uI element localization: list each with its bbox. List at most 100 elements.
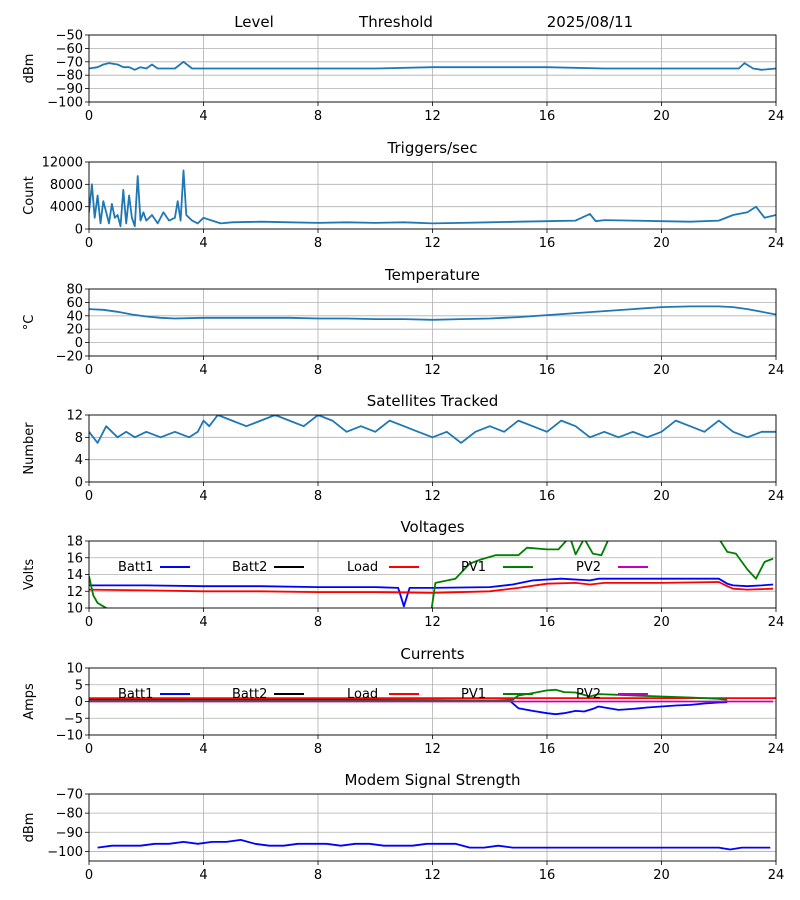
x-tick-label: 8	[314, 742, 322, 757]
y-tick-label: 12	[66, 585, 83, 600]
series-group	[89, 169, 776, 228]
series-temperature-line	[89, 305, 776, 321]
x-tick-label: 8	[314, 236, 322, 251]
series-group	[89, 305, 776, 321]
x-tick-label: 8	[314, 868, 322, 883]
x-tick-label: 12	[424, 742, 441, 757]
x-tick-label: 20	[653, 109, 670, 124]
y-tick-label: 40	[66, 309, 83, 324]
x-tick-label: 0	[85, 868, 93, 883]
header-date: 2025/08/11	[547, 13, 633, 31]
chart-triggers: 0 4 8 12 16 20 24 12000 8000 4000 0 Triggers/sec Cou…	[22, 139, 784, 251]
y-axis-label: dBm	[22, 813, 37, 843]
axes-frame	[88, 34, 777, 103]
x-tick-label: 20	[653, 615, 670, 630]
x-tick-label: 0	[85, 109, 93, 124]
y-axis-label: °C	[22, 315, 37, 331]
y-tick-label: −80	[56, 807, 83, 822]
y-tick-label: 18	[66, 535, 83, 550]
y-tick-label: −80	[56, 69, 83, 84]
y-axis-label: Amps	[22, 683, 37, 720]
y-tick-label: 14	[66, 568, 83, 583]
y-tick-label: 60	[66, 296, 83, 311]
series-modem-line	[97, 839, 771, 851]
y-tick-label: 12	[66, 409, 83, 424]
chart-title: Modem Signal Strength	[345, 771, 521, 789]
series-group	[97, 839, 771, 851]
header-threshold: Threshold	[358, 13, 433, 31]
x-tick-label: 20	[653, 742, 670, 757]
x-tick-label: 16	[539, 109, 556, 124]
legend-label-load: Load	[347, 687, 378, 702]
legend-label-batt2: Batt2	[232, 560, 267, 575]
legend-label-batt2: Batt2	[232, 687, 267, 702]
y-tick-label: −5	[64, 712, 83, 727]
axes-frame	[88, 288, 777, 357]
y-tick-label: −70	[56, 788, 83, 803]
y-tick-label: −70	[56, 55, 83, 70]
y-tick-label: 0	[75, 476, 83, 491]
x-tick-label: 4	[199, 615, 207, 630]
x-tick-label: 24	[768, 363, 785, 378]
series-group	[89, 541, 774, 608]
x-tick-label: 24	[768, 489, 785, 504]
x-tick-label: 16	[539, 742, 556, 757]
series-group	[89, 688, 776, 716]
x-tick-label: 12	[424, 236, 441, 251]
series-level-line	[89, 60, 776, 71]
y-tick-label: 10	[66, 602, 83, 617]
x-tick-label: 24	[768, 868, 785, 883]
chart-satellites: 0 4 8 12 16 20 24 12 8 4 0 Satellites Tracked Number	[22, 392, 784, 504]
header-level: Level	[234, 13, 274, 31]
y-axis-label: Volts	[22, 559, 37, 591]
x-tick-label: 8	[314, 615, 322, 630]
x-tick-label: 0	[85, 615, 93, 630]
axes-frame	[88, 667, 777, 736]
series-triggers-line	[89, 169, 776, 228]
chart-title: Currents	[400, 645, 464, 663]
legend-label-pv1: PV1	[461, 560, 486, 575]
series-batt1-line	[89, 577, 774, 608]
axes-frame	[88, 540, 777, 609]
y-tick-label: −10	[56, 729, 83, 744]
x-tick-label: 16	[539, 363, 556, 378]
x-tick-label: 12	[424, 615, 441, 630]
chart-title: Satellites Tracked	[367, 392, 498, 410]
chart-title: Voltages	[400, 518, 464, 536]
legend-label-pv1: PV1	[461, 687, 486, 702]
x-tick-label: 4	[199, 236, 207, 251]
y-tick-label: 5	[75, 678, 83, 693]
legend-label-pv2: PV2	[576, 560, 601, 575]
y-axis-label: dBm	[22, 54, 37, 84]
x-tick-label: 16	[539, 615, 556, 630]
axes-frame	[88, 414, 777, 483]
y-axis-label: Count	[22, 176, 37, 215]
x-tick-label: 0	[85, 236, 93, 251]
x-tick-label: 12	[424, 109, 441, 124]
x-tick-label: 16	[539, 489, 556, 504]
y-tick-label: −60	[56, 42, 83, 57]
y-axis-label: Number	[22, 422, 37, 475]
y-tick-label: 4	[75, 453, 83, 468]
axes-frame	[88, 793, 777, 862]
x-tick-label: 24	[768, 236, 785, 251]
x-tick-label: 12	[424, 489, 441, 504]
x-tick-label: 20	[653, 363, 670, 378]
y-tick-label: 16	[66, 551, 83, 566]
y-tick-label: −90	[56, 826, 83, 841]
series-satellites-line	[89, 415, 776, 444]
series-group	[89, 415, 776, 444]
y-tick-label: 0	[75, 223, 83, 238]
y-tick-label: 10	[66, 662, 83, 677]
x-tick-label: 24	[768, 109, 785, 124]
legend-label-load: Load	[347, 560, 378, 575]
y-tick-label: 20	[66, 323, 83, 338]
x-tick-label: 4	[199, 109, 207, 124]
x-tick-label: 20	[653, 236, 670, 251]
y-tick-label: 0	[75, 336, 83, 351]
